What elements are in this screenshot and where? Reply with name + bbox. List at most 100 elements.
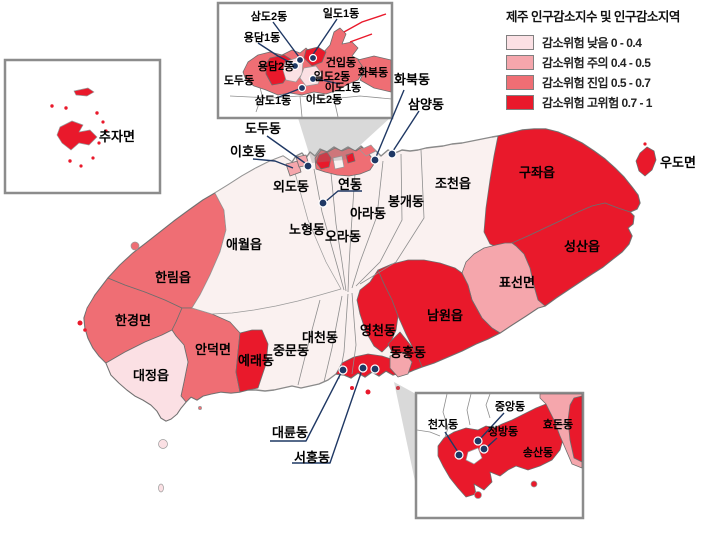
islet-udo-north	[643, 142, 647, 146]
label-inset-cheonji: 천지동	[428, 417, 458, 431]
leader-iho	[252, 158, 294, 169]
border-daecheon-daeryun	[323, 295, 343, 383]
label-chuja: 추자면	[99, 129, 135, 144]
label-aewol: 애월읍	[226, 237, 262, 252]
legend-swatch-entry	[506, 74, 534, 90]
city-inset-border-3	[299, 95, 303, 118]
marker-cheonji	[454, 450, 464, 460]
region-donghong-south	[389, 351, 413, 378]
leader-hwabuk	[375, 89, 405, 158]
label-hangyeong: 한경면	[115, 313, 151, 328]
border-ara-bonggae	[351, 160, 384, 289]
legend-swatch-caution	[506, 54, 534, 70]
marker-ildo2	[308, 74, 318, 84]
label-seongsan: 성산읍	[564, 239, 600, 254]
region-yeongcheon	[356, 269, 399, 353]
region-jeju-harbor-arm	[359, 144, 377, 157]
islet-seogwipo-3	[396, 386, 400, 390]
label-daeryun: 대륜동	[272, 425, 308, 440]
marker-seogwipo	[370, 364, 380, 374]
label-inset-yongdam2: 용담2동	[258, 59, 294, 73]
leader-ido1	[316, 78, 341, 85]
label-inset-ido2: 이도2동	[306, 92, 342, 106]
label-namwon: 남원읍	[427, 308, 463, 323]
sgp-inset-islet-1	[474, 491, 482, 499]
region-udo	[635, 146, 657, 177]
city-inset-border-2	[229, 95, 393, 100]
label-oedo: 외도동	[273, 179, 309, 194]
label-gujwa: 구좌읍	[519, 165, 555, 180]
legend-swatch-high	[506, 94, 534, 110]
islet-andeok-coast	[198, 406, 202, 410]
region-seogwipo-city	[335, 353, 407, 379]
legend-label-entry: 감소위험 진입 0.5 - 0.7	[542, 75, 651, 90]
region-oedo	[285, 160, 302, 177]
label-inset-samdo2: 삼도2동	[251, 9, 287, 23]
marker-samdo1	[297, 83, 307, 93]
chuja-islet	[104, 129, 108, 133]
label-andeok: 안덕면	[195, 342, 231, 357]
sgp-inset-east-strip	[567, 395, 583, 463]
label-yeongcheon: 영천동	[360, 323, 396, 338]
label-yeondong: 연동	[338, 177, 362, 192]
legend-row-caution: 감소위험 주의 0.4 - 0.5	[506, 52, 706, 72]
leader-yeondong	[324, 190, 362, 203]
zoom-cone-jeju-city	[298, 118, 390, 163]
leader-ildo1	[311, 18, 338, 57]
label-inset-geonip: 건입동	[326, 55, 356, 69]
chuja-main-island	[56, 120, 98, 151]
legend-label-caution: 감소위험 주의 0.4 - 0.5	[542, 55, 651, 70]
chuja-islet	[95, 111, 99, 115]
label-inset-songsan: 송산동	[523, 445, 553, 459]
marker-daeryun	[338, 365, 348, 375]
leader-samdo2	[272, 21, 300, 58]
label-inset-jungang: 중앙동	[495, 400, 525, 413]
sgp-inset-border-2	[466, 393, 472, 426]
sgp-inset-islet-2	[530, 480, 538, 488]
leader-jungang	[479, 412, 505, 440]
islet-marado	[158, 483, 164, 493]
sgp-inset-urban-red	[437, 403, 565, 498]
marker-yeondong	[318, 198, 328, 208]
label-samyang: 삼양동	[408, 97, 444, 112]
label-jungmun: 중문동	[273, 343, 309, 358]
chuja-islet	[79, 164, 83, 168]
islet-wado	[83, 328, 87, 332]
region-city-inner-light	[332, 155, 345, 170]
label-inset-ildo2: 일도2동	[314, 69, 350, 83]
label-jocheon: 조천읍	[435, 176, 471, 191]
label-seohong: 서홍동	[294, 450, 330, 465]
label-nohyeong: 노형동	[289, 222, 325, 237]
label-inset-jeongbang: 정방동	[488, 424, 518, 438]
label-ora: 오라동	[325, 229, 361, 244]
chuja-islet	[97, 141, 101, 145]
label-bonggae: 봉개동	[388, 194, 424, 209]
marker-jeongbang	[479, 444, 489, 454]
region-yongdam-red	[315, 151, 332, 170]
city-inset-breakwater-2	[349, 33, 373, 43]
marker-samdo2	[295, 55, 305, 65]
chuja-islet	[101, 120, 105, 124]
chuja-islet	[68, 159, 72, 163]
border-nohyeong-yeondong	[313, 168, 345, 291]
border-seohong-donghong	[351, 292, 357, 375]
marker-samyang	[387, 149, 397, 159]
legend-row-high: 감소위험 고위험 0.7 - 1	[506, 92, 706, 112]
label-inset-hwabuk: 화북동	[358, 65, 388, 79]
label-hwabuk: 화북동	[394, 72, 430, 87]
region-jeju-city-blob	[314, 146, 375, 177]
leader-daeryun	[270, 370, 343, 442]
border-jocheon-west	[359, 149, 425, 285]
label-inset-ildo1: 일도1동	[323, 6, 359, 20]
city-inset-border-4	[333, 98, 339, 118]
label-inset-hyodon: 효돈동	[543, 417, 573, 431]
legend-title: 제주 인구감소지수 및 인구감소지역	[506, 10, 680, 24]
city-inset-breakwater-1	[343, 13, 387, 33]
label-udo: 우도면	[660, 155, 696, 170]
region-aewol	[191, 155, 342, 315]
marker-ildo1	[308, 53, 318, 63]
label-hallim: 한림읍	[155, 270, 191, 285]
label-inset-ido1: 이도1동	[325, 80, 361, 94]
